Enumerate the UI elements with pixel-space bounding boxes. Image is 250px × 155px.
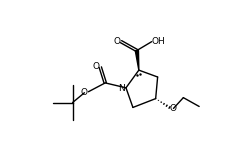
Text: O: O: [81, 88, 88, 97]
Text: OH: OH: [152, 37, 166, 46]
Text: O: O: [170, 104, 177, 113]
Text: O: O: [114, 37, 120, 46]
Text: N: N: [118, 84, 124, 93]
Polygon shape: [135, 50, 139, 70]
Text: O: O: [93, 62, 100, 71]
